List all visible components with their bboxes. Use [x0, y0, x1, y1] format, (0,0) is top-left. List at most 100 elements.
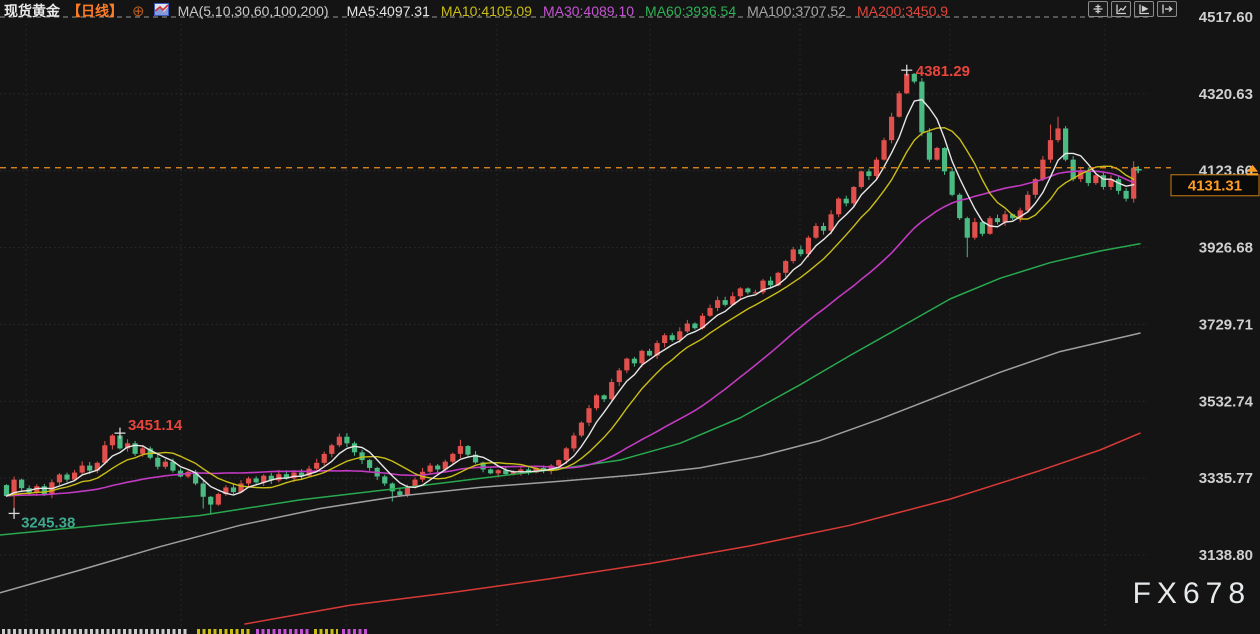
candle-up	[556, 460, 562, 466]
candle-up	[654, 343, 660, 356]
candle-up	[737, 288, 743, 297]
candle-down	[435, 465, 441, 470]
candle-up	[533, 467, 539, 473]
candle-up	[1040, 159, 1046, 180]
candle-down	[1010, 214, 1016, 219]
candle-down	[19, 479, 25, 489]
axis-price-label: 4320.63	[1199, 86, 1253, 103]
candle-up	[563, 448, 569, 461]
candle-down	[957, 194, 963, 219]
candle-down	[994, 218, 1001, 223]
candle-up	[730, 296, 736, 305]
candle-down	[253, 478, 259, 483]
candle-down	[979, 222, 985, 234]
candle-up	[593, 395, 600, 409]
chart-header: 现货黄金 【日线】 ⊕ MA(5,10,30,60,100,200) MA5:4…	[0, 0, 1260, 22]
extreme-price-label: 3245.38	[21, 514, 75, 531]
candle-down	[351, 443, 358, 453]
ma-readout: MA100:3707.52	[747, 3, 846, 19]
candle-down	[472, 454, 479, 463]
candle-down	[646, 350, 653, 356]
pan-to-latest-button[interactable]	[1157, 1, 1177, 17]
candle-down	[745, 288, 751, 293]
candle-down	[465, 446, 471, 455]
play-chart-button[interactable]	[1134, 1, 1154, 17]
price-arrow-icon	[1247, 173, 1258, 176]
candle-up	[548, 465, 554, 471]
candle-up	[707, 307, 713, 316]
ma-readout: MA10:4105.09	[440, 3, 532, 19]
candle-down	[669, 335, 675, 340]
add-compare-icon[interactable]: ⊕	[132, 2, 145, 20]
candle-up	[684, 323, 690, 332]
candle-up	[616, 370, 622, 383]
candle-up	[238, 483, 244, 493]
candle-up	[321, 453, 327, 463]
candle-up	[1025, 194, 1031, 211]
candle-down	[1100, 175, 1107, 187]
candle-down	[843, 198, 849, 204]
candle-up	[1055, 128, 1061, 141]
candle-down	[949, 171, 955, 195]
candle-down	[767, 280, 774, 286]
candle-up	[851, 186, 857, 204]
ma-readouts: MA5:4097.31 MA10:4105.09 MA30:4089.10 MA60:…	[336, 3, 948, 19]
candle-down	[1063, 128, 1069, 160]
candle-down	[208, 496, 214, 505]
candle-up	[124, 443, 131, 449]
candle-up	[896, 93, 902, 117]
candle-down	[503, 470, 509, 475]
candle-down	[488, 469, 494, 474]
candle-up	[412, 479, 418, 488]
move-crosshair-button[interactable]	[1088, 1, 1108, 17]
candle-down	[798, 249, 804, 255]
candle-down	[601, 395, 607, 400]
ma-group-label: MA(5,10,30,60,100,200)	[177, 3, 329, 19]
candle-up	[457, 446, 463, 454]
candle-up	[858, 171, 864, 187]
ma60-line	[0, 242, 1141, 536]
axis-price-label: 3532.74	[1199, 393, 1254, 410]
candle-up	[1032, 179, 1038, 195]
candle-up	[510, 471, 516, 475]
candle-down	[1070, 159, 1076, 180]
axis-price-label: 4517.60	[1199, 9, 1253, 26]
ma-readout: MA200:3450.9	[856, 3, 949, 19]
candle-down	[1115, 179, 1122, 191]
symbol-name: 现货黄金	[4, 3, 60, 19]
candle-down	[866, 171, 872, 177]
candle-up	[1047, 140, 1054, 160]
candle-up	[715, 300, 721, 308]
ma-readout: MA30:4089.10	[542, 3, 635, 19]
candle-up	[578, 422, 585, 436]
candle-up	[624, 358, 630, 371]
ma-readout: MA5:4097.31	[346, 3, 430, 19]
candle-up	[805, 237, 811, 255]
candle-down	[919, 81, 925, 133]
candle-up	[518, 469, 524, 472]
axis-price-label: 3335.77	[1199, 470, 1253, 487]
candle-down	[298, 472, 305, 476]
candle-up	[329, 445, 335, 454]
candle-down	[359, 452, 365, 461]
pan-to-latest-icon	[1162, 4, 1173, 14]
candle-up	[450, 453, 456, 462]
candle-down	[631, 358, 637, 364]
candle-down	[541, 467, 547, 471]
candle-down	[1085, 171, 1091, 184]
candle-down	[132, 443, 138, 454]
candle-down	[155, 457, 161, 467]
candle-up	[790, 249, 796, 262]
candle-up	[427, 465, 433, 472]
candle-up	[699, 315, 706, 329]
candle-down	[480, 462, 486, 470]
scale-chart-button[interactable]	[1111, 1, 1131, 17]
candle-down	[941, 147, 948, 172]
price-arrow-icon	[1247, 164, 1258, 172]
candle-down	[382, 476, 388, 484]
candle-down	[964, 218, 970, 238]
candle-down	[1123, 190, 1129, 199]
ma30-line	[5, 170, 1135, 497]
candle-up	[1017, 210, 1023, 219]
